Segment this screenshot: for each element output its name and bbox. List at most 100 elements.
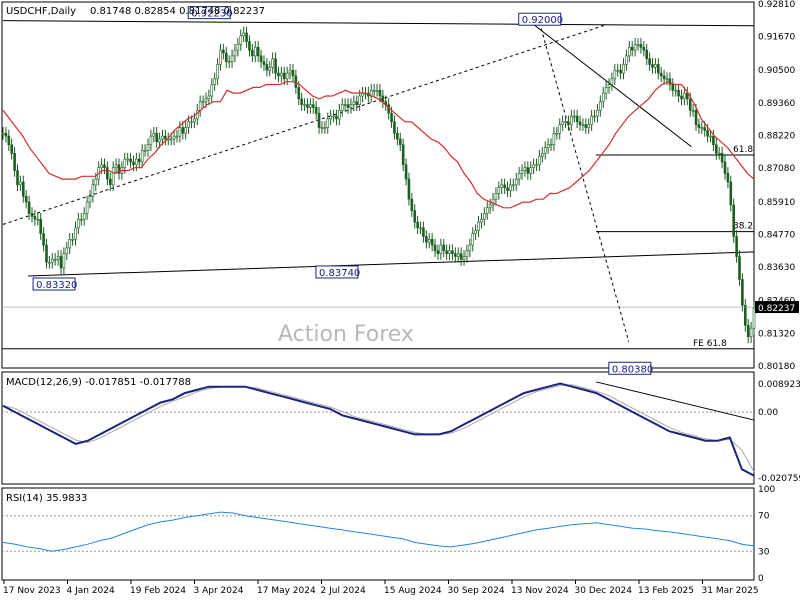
candle-body <box>343 104 347 106</box>
trendline-upper_line <box>2 20 755 27</box>
candle-body <box>706 130 709 137</box>
candle-body <box>630 46 634 51</box>
candle-body <box>1 132 5 135</box>
candle-body <box>674 89 678 92</box>
candle-body <box>48 261 51 264</box>
price-label-3: 0.83740 <box>319 268 360 279</box>
candle-body <box>506 187 509 191</box>
candle-body <box>190 121 193 124</box>
x-label-1: 4 Jan 2024 <box>67 586 115 596</box>
candle-body <box>456 253 460 257</box>
candle-body <box>404 164 408 180</box>
candle-body <box>639 44 643 48</box>
candle-body <box>601 92 605 103</box>
rsi-layer <box>2 511 755 552</box>
candle-body <box>42 233 45 246</box>
candle-body <box>352 101 356 105</box>
candle-body <box>633 44 637 51</box>
candle-body <box>413 210 417 223</box>
candle-body <box>323 127 327 129</box>
candle-body <box>604 87 608 94</box>
candle-body <box>62 253 66 269</box>
candle-body <box>427 239 431 243</box>
candle-body <box>224 52 228 62</box>
candle-body <box>236 44 240 51</box>
ohlc-text: 0.81748 0.82854 0.81748 0.82237 <box>90 6 265 17</box>
candle-body <box>285 72 289 80</box>
candle-body <box>567 121 570 125</box>
candle-body <box>326 118 330 128</box>
candle-body <box>349 104 353 108</box>
candle-body <box>599 101 602 111</box>
candle-body <box>393 121 396 134</box>
candle-body <box>651 64 654 68</box>
candle-body <box>558 124 562 134</box>
candle-body <box>169 138 173 141</box>
candle-body <box>401 144 405 166</box>
candle-body <box>36 218 40 221</box>
candle-body <box>625 55 628 65</box>
candle-body <box>216 64 219 80</box>
candle-body <box>581 124 585 126</box>
candle-body <box>137 158 141 163</box>
candle-body <box>103 164 106 168</box>
candle-body <box>300 98 303 105</box>
candle-body <box>172 135 176 140</box>
fib-label-2: FE 61.8 <box>693 339 727 349</box>
price-ytick-4: 0.88220 <box>758 132 795 142</box>
candle-body <box>355 101 359 105</box>
macd-line <box>2 382 755 477</box>
candle-body <box>485 207 489 214</box>
candle-body <box>657 64 660 74</box>
x-label-6: 15 Aug 2024 <box>384 586 442 596</box>
candle-body <box>135 158 138 166</box>
candle-body <box>523 167 527 171</box>
candle-body <box>607 84 611 88</box>
price-label-box-0 <box>187 6 231 20</box>
macd-title: MACD(12,26,9) -0.017851 -0.017788 <box>6 377 191 388</box>
candle-body <box>720 153 724 163</box>
candle-body <box>280 72 283 77</box>
watermark: Action Forex <box>278 322 414 347</box>
candle-body <box>201 101 205 104</box>
candle-body <box>181 127 185 134</box>
candle-body <box>282 72 286 80</box>
candle-body <box>717 153 721 155</box>
rsi-title: RSI(14) 35.9833 <box>6 493 87 504</box>
candle-body <box>448 250 451 254</box>
price-ytick-10: 0.81320 <box>758 329 795 339</box>
candle-body <box>27 201 31 214</box>
candle-body <box>314 107 318 114</box>
candle-body <box>56 256 60 260</box>
candle-body <box>688 98 692 111</box>
axis-layer: 0.92810 0.91670 0.90500 0.89360 0.88220 0.870… <box>3 0 800 596</box>
candle-body <box>396 132 399 140</box>
macd-ytick-2: -0.020759 <box>758 474 800 484</box>
price-title: USDCHF,Daily <box>6 6 76 17</box>
candle-body <box>596 110 599 117</box>
candle-body <box>697 124 701 128</box>
candle-body <box>88 196 92 203</box>
candle-body <box>16 170 19 186</box>
candle-body <box>193 118 196 123</box>
candle-body <box>294 75 298 88</box>
candle-body <box>471 233 475 246</box>
candle-body <box>332 115 335 118</box>
candle-body <box>79 218 83 221</box>
price-label-2: 0.83320 <box>36 280 77 291</box>
candle-body <box>297 87 301 100</box>
candle-body <box>590 115 593 125</box>
rsi-ytick-1: 70 <box>758 512 770 522</box>
candle-body <box>746 325 750 338</box>
candle-body <box>520 170 524 174</box>
candle-body <box>375 89 379 92</box>
candle-body <box>45 244 48 263</box>
candle-body <box>164 135 167 140</box>
candle-body <box>140 150 144 163</box>
x-label-10: 13 Feb 2025 <box>638 586 694 596</box>
candle-body <box>509 184 512 191</box>
x-label-7: 30 Sep 2024 <box>448 586 505 596</box>
candle-body <box>65 247 69 254</box>
candle-body <box>21 181 25 197</box>
rsi-ytick-2: 30 <box>758 547 770 557</box>
